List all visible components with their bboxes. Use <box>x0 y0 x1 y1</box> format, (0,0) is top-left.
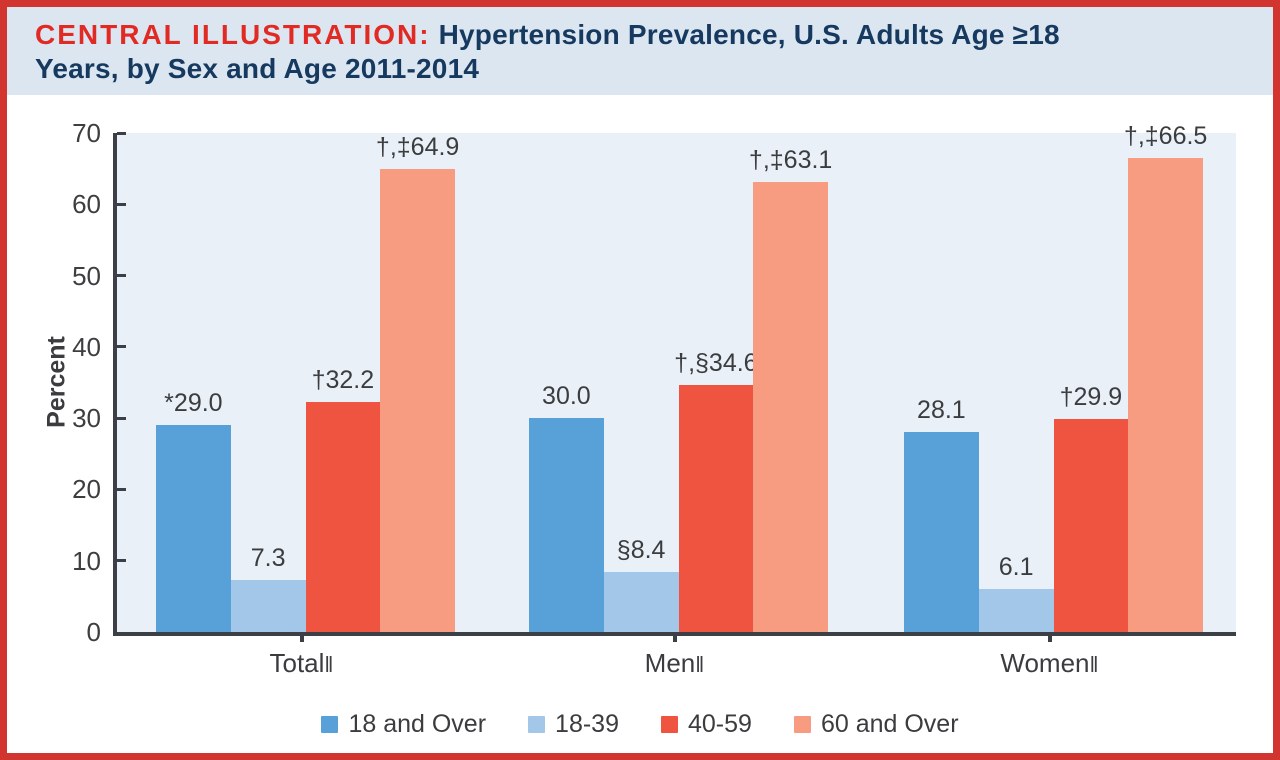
x-tick-mark <box>299 636 304 642</box>
figure-title-line1: Hypertension Prevalence, U.S. Adults Age… <box>430 19 1060 50</box>
bar-value-label: 6.1 <box>998 552 1034 581</box>
y-tick-label: 0 <box>86 617 101 647</box>
bar-60-and-over-total <box>380 169 455 632</box>
bar-60-and-over-men <box>753 182 828 632</box>
y-tick-mark <box>117 559 126 563</box>
y-tick-label: 70 <box>72 118 101 148</box>
y-tick-mark <box>117 487 126 491</box>
legend-item-18-39: 18-39 <box>528 710 619 739</box>
y-tick-mark <box>117 202 126 206</box>
bar-40-59-men <box>678 385 754 632</box>
legend-color-swatch <box>321 716 339 733</box>
bar-value-label: †32.2 <box>311 366 375 395</box>
figure-title-prefix: CENTRAL ILLUSTRATION: <box>35 19 431 50</box>
bar-18-and-over-women <box>904 431 979 632</box>
category-footnote-marker: ‖ <box>1089 652 1099 677</box>
y-tick-label: 20 <box>72 474 101 505</box>
category-name: Men <box>644 648 696 678</box>
bar-value-label: †,‡66.5 <box>1123 121 1208 150</box>
category-label-total: Total‖ <box>269 648 333 679</box>
legend-label: 40-59 <box>688 710 752 738</box>
y-tick-label: 60 <box>72 189 101 220</box>
legend-label: 18 and Over <box>348 710 487 738</box>
y-tick-mark <box>117 416 126 420</box>
y-tick-label: 30 <box>72 403 101 434</box>
bar-value-label: 7.3 <box>250 543 286 572</box>
category-footnote-marker: ‖ <box>695 652 705 677</box>
y-tick-label: 10 <box>72 545 101 576</box>
category-label-women: Women‖ <box>1000 648 1098 679</box>
y-tick-mark <box>117 274 126 278</box>
plot-area: *29.0 7.3 †32.2 †,‡64.9 30.0 §8.4 †,§34.6 †,‡63… <box>113 122 1236 636</box>
y-tick-label: 40 <box>72 331 101 362</box>
x-tick-mark <box>672 636 677 642</box>
figure-title-band: CENTRAL ILLUSTRATION: Hypertension Preva… <box>7 7 1273 95</box>
chart-legend: 18 and Over 18-39 40-59 60 and Over <box>7 710 1273 739</box>
bar-18-39-women <box>978 588 1054 632</box>
legend-item-60-and-over: 60 and Over <box>793 710 959 739</box>
bar-value-label: †,‡64.9 <box>375 133 460 162</box>
bar-value-label: †,§34.6 <box>674 349 758 378</box>
category-footnote-marker: ‖ <box>324 652 334 677</box>
legend-color-swatch <box>661 716 678 733</box>
x-tick-mark <box>1047 636 1052 642</box>
category-name: Total <box>269 648 325 678</box>
bar-40-59-women <box>1053 418 1129 632</box>
bar-value-label: *29.0 <box>164 389 223 418</box>
category-label-men: Men‖ <box>645 648 705 679</box>
legend-label: 18-39 <box>555 710 619 738</box>
legend-color-swatch <box>793 716 811 733</box>
legend-color-swatch <box>528 716 546 733</box>
figure-title-line2: Years, by Sex and Age 2011-2014 <box>35 53 480 84</box>
bar-40-59-total <box>305 402 381 632</box>
legend-label: 60 and Over <box>820 710 959 738</box>
bar-value-label: 28.1 <box>917 395 966 424</box>
y-tick-mark <box>117 345 126 349</box>
bar-value-label: 30.0 <box>542 382 591 411</box>
bar-value-label: †29.9 <box>1059 382 1123 411</box>
bar-value-label: §8.4 <box>616 536 666 565</box>
category-name: Women <box>1000 648 1090 678</box>
legend-item-18-and-over: 18 and Over <box>321 710 486 739</box>
y-tick-label: 50 <box>72 260 101 291</box>
bar-60-and-over-women <box>1128 157 1203 632</box>
bar-value-label: †,‡63.1 <box>748 146 833 175</box>
legend-item-40-59: 40-59 <box>661 710 752 739</box>
y-tick-mark <box>117 131 126 135</box>
bar-18-and-over-total <box>156 425 231 632</box>
bar-18-39-men <box>603 572 679 632</box>
bar-18-and-over-men <box>529 418 604 632</box>
bar-18-39-total <box>230 579 306 632</box>
